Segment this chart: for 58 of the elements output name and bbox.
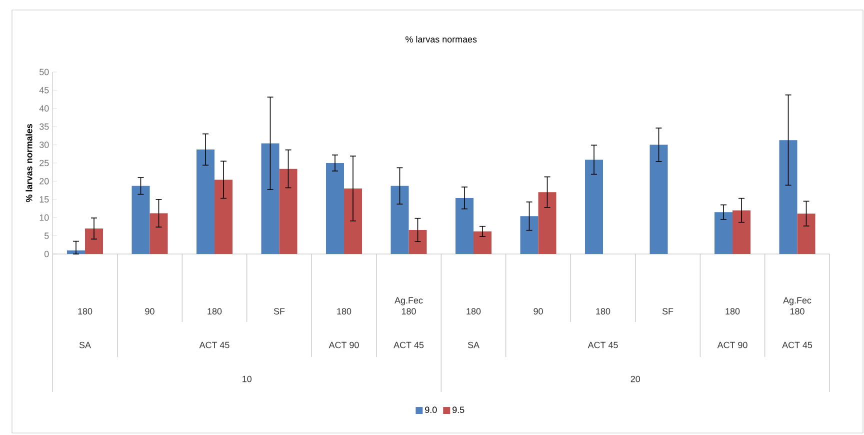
y-tick-label: 5 <box>44 232 49 239</box>
bar <box>85 228 103 254</box>
chart-title: % larvas normaes <box>406 36 477 43</box>
y-tick-label: 45 <box>39 87 49 94</box>
bar <box>585 160 604 254</box>
y-tick-label: 20 <box>40 178 49 184</box>
bar <box>520 216 538 254</box>
y-tick-label: 25 <box>40 160 49 166</box>
bar <box>279 168 298 254</box>
y-tick-label: 35 <box>39 123 49 130</box>
y-tick-label: 50 <box>39 68 49 76</box>
bar <box>797 214 816 254</box>
legend-label: 9.0 <box>425 406 437 413</box>
text: SA <box>468 342 480 348</box>
text: ACT 45 <box>394 342 424 348</box>
x-tick-label: 180 <box>337 308 352 314</box>
bar <box>196 150 215 254</box>
bar <box>474 231 492 254</box>
bar <box>538 192 556 254</box>
text: SA <box>79 342 91 348</box>
x-tick-label: 180 <box>208 308 222 314</box>
text: ACT 45 <box>199 342 230 348</box>
y-tick-label: 15 <box>40 196 49 203</box>
y-tick-label: 40 <box>39 105 49 112</box>
x-tick-label: Ag.Fec 180 <box>394 297 423 314</box>
x-tick-label: 180 <box>596 308 610 314</box>
text: 20 <box>630 376 640 382</box>
y-tick-label: 0 <box>44 250 49 258</box>
bar <box>714 212 733 254</box>
bar <box>132 186 150 254</box>
text: ACT 90 <box>328 342 359 348</box>
bar <box>390 186 409 254</box>
x-tick-label: Ag.Fec 180 <box>783 297 812 314</box>
y-tick-label: 10 <box>40 214 49 221</box>
text: ACT 45 <box>782 342 812 348</box>
bar <box>344 188 362 254</box>
bar <box>456 198 474 254</box>
x-tick-label: 180 <box>726 308 740 314</box>
bar <box>650 144 668 254</box>
text: ACT 45 <box>588 342 618 348</box>
x-tick-label: SF <box>662 308 674 314</box>
x-tick-label: 180 <box>78 308 92 314</box>
text: 10 <box>242 376 252 382</box>
y-tick-label: 30 <box>39 142 49 148</box>
x-tick-label: 90 <box>534 308 543 314</box>
text: ACT 90 <box>717 342 748 348</box>
y-axis-title: % larvas normales <box>26 124 32 202</box>
bar <box>408 230 427 254</box>
bar <box>779 140 798 254</box>
bar <box>261 143 280 254</box>
bar <box>326 163 344 254</box>
bar <box>150 213 168 254</box>
legend-label: 9.5 <box>452 406 464 413</box>
x-tick-label: 180 <box>466 308 481 314</box>
x-tick-label: SF <box>274 308 285 314</box>
bar <box>732 210 751 254</box>
bar <box>214 180 233 254</box>
x-tick-label: 90 <box>145 308 154 314</box>
